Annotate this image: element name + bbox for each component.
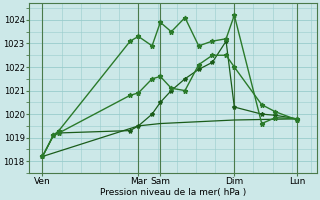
X-axis label: Pression niveau de la mer( hPa ): Pression niveau de la mer( hPa ) (100, 188, 246, 197)
